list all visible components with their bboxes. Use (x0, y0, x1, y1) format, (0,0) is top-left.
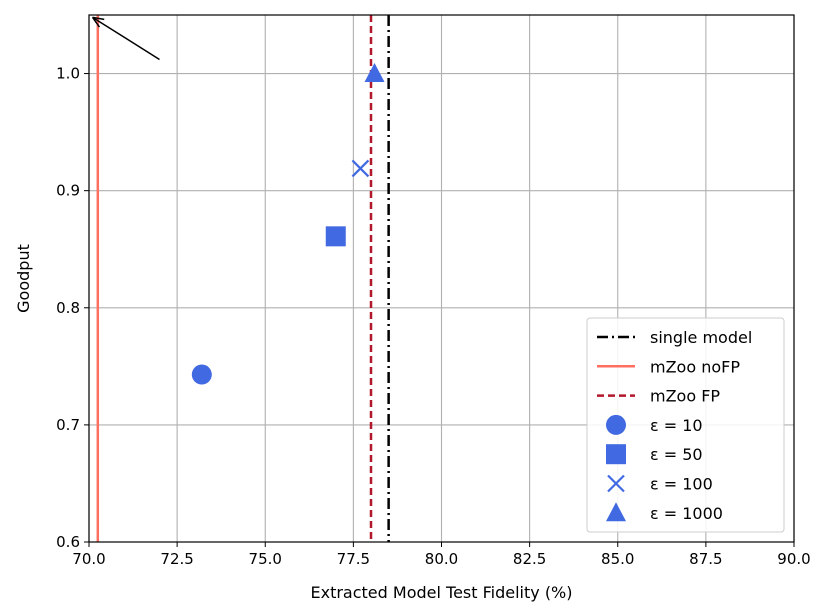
x-tick-label: 87.5 (689, 550, 722, 568)
legend-marker-circle (606, 414, 626, 435)
annotations (91, 16, 160, 61)
legend-marker-x (607, 474, 625, 493)
x-axis-label: Extracted Model Test Fidelity (%) (311, 583, 573, 602)
legend-label: ε = 50 (650, 445, 703, 464)
y-tick-label: 0.6 (56, 533, 80, 551)
legend-label: ε = 10 (650, 416, 703, 435)
legend-label: ε = 1000 (650, 504, 723, 523)
data-point-circle (191, 364, 212, 385)
y-tick-label: 0.8 (56, 299, 80, 317)
legend-label: single model (650, 328, 752, 347)
annotation-arrow-shaft (92, 16, 160, 61)
y-axis-ticks: 0.6 0.7 0.8 0.9 1.0 (56, 65, 89, 551)
data-point-triangle (364, 63, 385, 83)
y-tick-label: 0.9 (56, 182, 80, 200)
annotation-arrow-head (91, 16, 105, 28)
legend-label: ε = 100 (650, 475, 713, 494)
y-tick-label: 1.0 (56, 65, 80, 83)
legend-box (586, 317, 785, 533)
legend-label: mZoo noFP (650, 357, 740, 376)
y-tick-label: 0.7 (56, 416, 80, 434)
x-tick-label: 80.0 (425, 550, 458, 568)
x-tick-label: 70.0 (72, 550, 105, 568)
data-points (191, 63, 385, 385)
data-point-x (351, 159, 370, 178)
x-tick-label: 72.5 (160, 550, 193, 568)
legend-label: mZoo FP (650, 387, 720, 406)
x-axis-ticks: 70.0 72.5 75.0 77.5 80.0 82.5 85.0 87.5 90.0 (72, 542, 811, 568)
legend-marker-square (606, 444, 626, 465)
x-tick-label: 77.5 (337, 550, 370, 568)
data-point-square (325, 226, 346, 247)
legend: single model mZoo noFP mZoo FP ε = 10 ε = 50… (586, 317, 785, 533)
reference-lines (96, 15, 390, 542)
x-tick-label: 85.0 (601, 550, 634, 568)
x-tick-label: 90.0 (777, 550, 810, 568)
x-tick-label: 75.0 (249, 550, 282, 568)
y-axis-label: Goodput (14, 244, 33, 313)
legend-marker-triangle (606, 502, 626, 522)
grid (88, 15, 795, 543)
x-tick-label: 82.5 (513, 550, 546, 568)
